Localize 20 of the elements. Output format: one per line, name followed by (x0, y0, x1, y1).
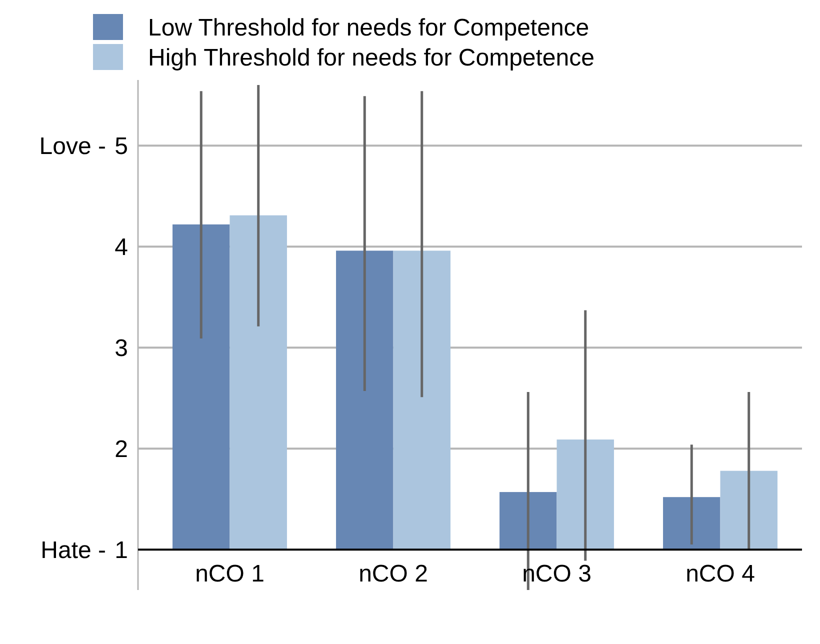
text: Hate - (40, 537, 106, 564)
y-tick-label: 1 (114, 537, 128, 564)
x-tick-label: nCO 1 (195, 560, 264, 588)
bar (663, 497, 720, 550)
bar (230, 215, 287, 550)
bar (336, 250, 394, 550)
y-tick-label: 2 (114, 436, 128, 464)
legend-label: Low Threshold for needs for Competence (148, 14, 590, 42)
bar (500, 492, 557, 550)
y-tick-label: 5 (114, 133, 128, 160)
legend-label: High Threshold for needs for Competence (148, 44, 594, 72)
bar (393, 250, 450, 550)
bar (172, 224, 230, 550)
x-tick-label: nCO 4 (686, 560, 755, 588)
x-tick-label: nCO 2 (358, 560, 428, 588)
bar (556, 440, 614, 550)
y-tick-label: 3 (114, 335, 128, 362)
y-tick-label: 4 (114, 234, 128, 262)
text: Love - (39, 133, 106, 160)
bar (720, 470, 778, 550)
